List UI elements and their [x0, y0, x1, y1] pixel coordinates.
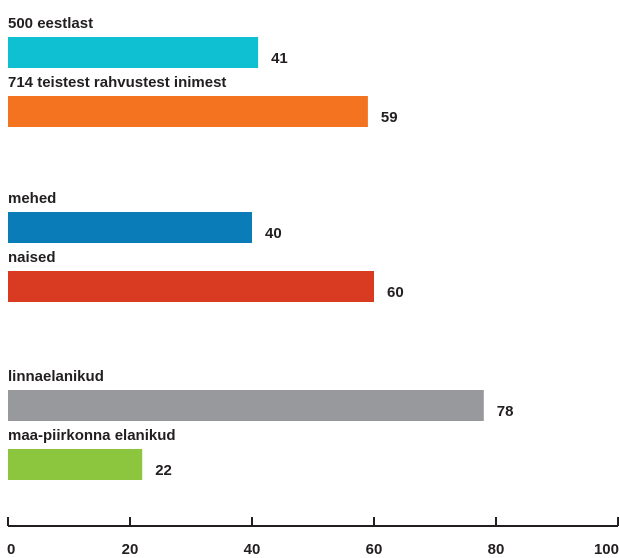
category-label: mehed — [8, 190, 56, 207]
value-label: 22 — [155, 462, 172, 479]
category-label: 500 eestlast — [8, 15, 93, 32]
bar — [8, 37, 259, 68]
value-label: 40 — [265, 225, 282, 242]
bar — [8, 449, 143, 480]
bar — [8, 271, 374, 302]
tick-label: 0 — [7, 541, 15, 558]
tick-label: 60 — [366, 541, 383, 558]
tick-label: 100 — [594, 541, 619, 558]
bar — [8, 390, 484, 421]
value-label: 60 — [387, 284, 404, 301]
tick-label: 40 — [244, 541, 261, 558]
value-label: 59 — [381, 109, 398, 126]
x-axis: 0 20 40 60 80 100 — [7, 517, 619, 558]
bar — [8, 212, 252, 243]
category-label: maa-piirkonna elanikud — [8, 427, 176, 444]
value-label: 78 — [497, 403, 514, 420]
category-label: linnaelanikud — [8, 368, 104, 385]
bars-layer: 500 eestlast 41 714 teistest rahvustest in… — [8, 15, 513, 480]
bar — [8, 96, 368, 127]
category-label: 714 teistest rahvustest inimest — [8, 74, 226, 91]
tick-label: 20 — [122, 541, 139, 558]
value-label: 41 — [271, 50, 288, 67]
category-label: naised — [8, 249, 56, 266]
tick-label: 80 — [488, 541, 505, 558]
